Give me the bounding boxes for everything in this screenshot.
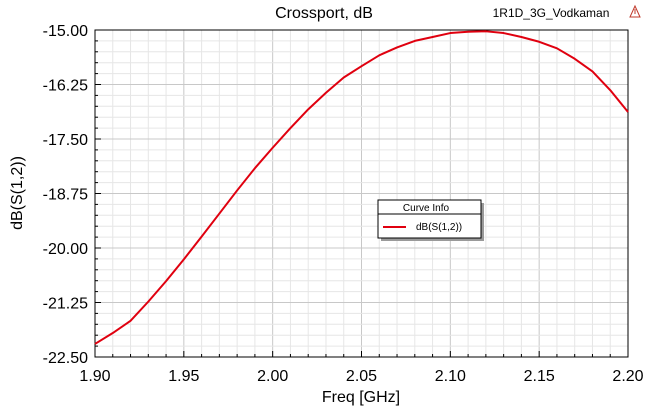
series-group xyxy=(94,30,629,345)
series-line-0[interactable] xyxy=(94,30,629,345)
x-axis-label: Freq [GHz] xyxy=(322,389,400,406)
x-tick-label: 2.20 xyxy=(612,368,643,385)
y-tick-label: -20.00 xyxy=(43,241,88,258)
plot-area xyxy=(94,29,629,358)
y-tick-label: -16.25 xyxy=(43,78,88,95)
chart-title: Crossport, dB xyxy=(275,5,373,22)
x-tick-label: 1.90 xyxy=(79,368,110,385)
x-tick-label: 2.15 xyxy=(524,368,555,385)
legend-entry-label: dB(S(1,2)) xyxy=(416,222,462,233)
y-tick-label: -18.75 xyxy=(43,187,88,204)
y-axis-label: dB(S(1,2)) xyxy=(9,156,26,230)
y-axis-ticks: -15.00 -16.25 -17.50 -18.75 -20.00 -21.25 -22.… xyxy=(43,23,88,367)
ansys-triangle-icon xyxy=(629,4,641,18)
legend-box xyxy=(377,199,482,239)
x-axis-ticks: 1.90 1.95 2.00 2.05 2.10 2.15 2.20 xyxy=(79,368,643,385)
y-tick-label: -15.00 xyxy=(43,23,88,40)
x-tick-label: 2.00 xyxy=(257,368,288,385)
legend[interactable]: Curve Info dB(S(1,2)) xyxy=(377,199,484,241)
y-tick-label: -22.50 xyxy=(43,350,88,367)
x-tick-label: 1.95 xyxy=(168,368,199,385)
y-tick-label: -17.50 xyxy=(43,132,88,149)
x-tick-label: 2.10 xyxy=(435,368,466,385)
y-tick-label: -21.25 xyxy=(43,296,88,313)
x-tick-label: 2.05 xyxy=(346,368,377,385)
design-name: 1R1D_3G_Vodkaman xyxy=(493,6,610,20)
grid xyxy=(94,29,629,358)
legend-title: Curve Info xyxy=(403,203,450,214)
